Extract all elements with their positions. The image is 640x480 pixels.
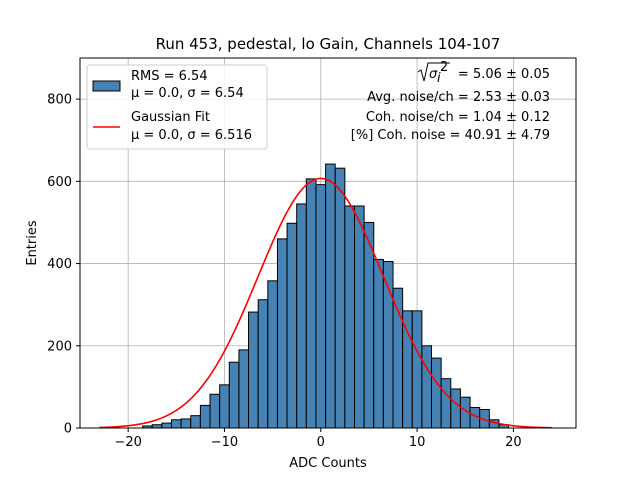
histogram-bar [431, 357, 442, 429]
histogram-bar [238, 349, 250, 429]
histogram-bar [315, 184, 327, 429]
legend-fit-name: Gaussian Fit [131, 110, 210, 125]
histogram-bar [373, 258, 384, 429]
y-axis-label: Entries [25, 220, 40, 266]
histogram-bars [142, 163, 510, 429]
histogram-bar [421, 345, 433, 429]
legend-histogram-stats: μ = 0.0, σ = 6.54 [131, 86, 244, 101]
histogram-bar [363, 221, 375, 429]
y-tick-label-1: 200 [47, 339, 72, 354]
annotation-coh-noise-percent: [%] Coh. noise = 40.91 ± 4.79 [351, 128, 550, 143]
svg-text:i: i [437, 71, 441, 86]
x-axis-ticks: −20 −10 0 10 20 [114, 428, 522, 450]
y-tick-label-4: 800 [47, 93, 72, 108]
histogram-bar [334, 167, 346, 429]
histogram-bar [228, 361, 240, 429]
x-tick-label-4: 20 [505, 435, 522, 450]
histogram-bar [402, 310, 413, 429]
histogram-bar [440, 378, 452, 429]
histogram-bar [296, 203, 307, 429]
histogram-bar [411, 310, 423, 429]
legend-histogram-swatch [92, 80, 121, 92]
y-tick-label-0: 0 [64, 422, 72, 437]
histogram-bar [248, 311, 259, 429]
svg-text:σ: σ [429, 67, 438, 82]
x-axis-label: ADC Counts [289, 456, 367, 471]
legend-fit-stats: μ = 0.0, σ = 6.516 [131, 128, 252, 143]
x-tick-label-0: −20 [114, 435, 141, 450]
histogram-bar [276, 238, 288, 429]
histogram-bar [170, 419, 182, 429]
histogram-bar [199, 404, 211, 429]
gaussian-fit-line [99, 177, 552, 429]
histogram-bar [305, 178, 317, 429]
annotation-sigma: = 5.06 ± 0.05 [458, 67, 550, 82]
noise-annotations: = 5.06 ± 0.05 σ i 2 Avg. noise/ch = 2.53… [351, 60, 550, 143]
x-tick-label-2: 0 [317, 435, 325, 450]
annotation-avg-noise: Avg. noise/ch = 2.53 ± 0.03 [367, 90, 550, 105]
plot-frame [79, 57, 577, 429]
histogram-bar [450, 388, 461, 429]
y-axis-ticks: 0 200 400 600 800 [47, 93, 80, 437]
x-tick-label-3: 10 [409, 435, 426, 450]
histogram-bar [190, 415, 201, 429]
legend-box [86, 64, 268, 150]
histogram-bar [257, 299, 269, 429]
histogram-bar [209, 393, 221, 429]
histogram-bar [219, 384, 230, 429]
legend-histogram-name: RMS = 6.54 [131, 69, 208, 84]
histogram-bar [267, 280, 278, 429]
legend: RMS = 6.54 μ = 0.0, σ = 6.54 Gaussian Fi… [86, 64, 268, 150]
y-tick-label-3: 600 [47, 175, 72, 190]
svg-text:2: 2 [440, 60, 448, 75]
y-tick-label-2: 400 [47, 257, 72, 272]
chart-title: Run 453, pedestal, lo Gain, Channels 104… [156, 35, 501, 53]
sqrt-sigma-symbol: σ i 2 [417, 60, 450, 86]
histogram-bar [161, 422, 172, 429]
annotation-coh-noise: Coh. noise/ch = 1.04 ± 0.12 [366, 110, 550, 125]
histogram-bar [344, 205, 355, 429]
histogram-bar [180, 418, 192, 429]
histogram-bar [353, 205, 365, 429]
histogram-bar [325, 163, 336, 429]
histogram-bar [286, 222, 298, 429]
x-tick-label-1: −10 [211, 435, 238, 450]
